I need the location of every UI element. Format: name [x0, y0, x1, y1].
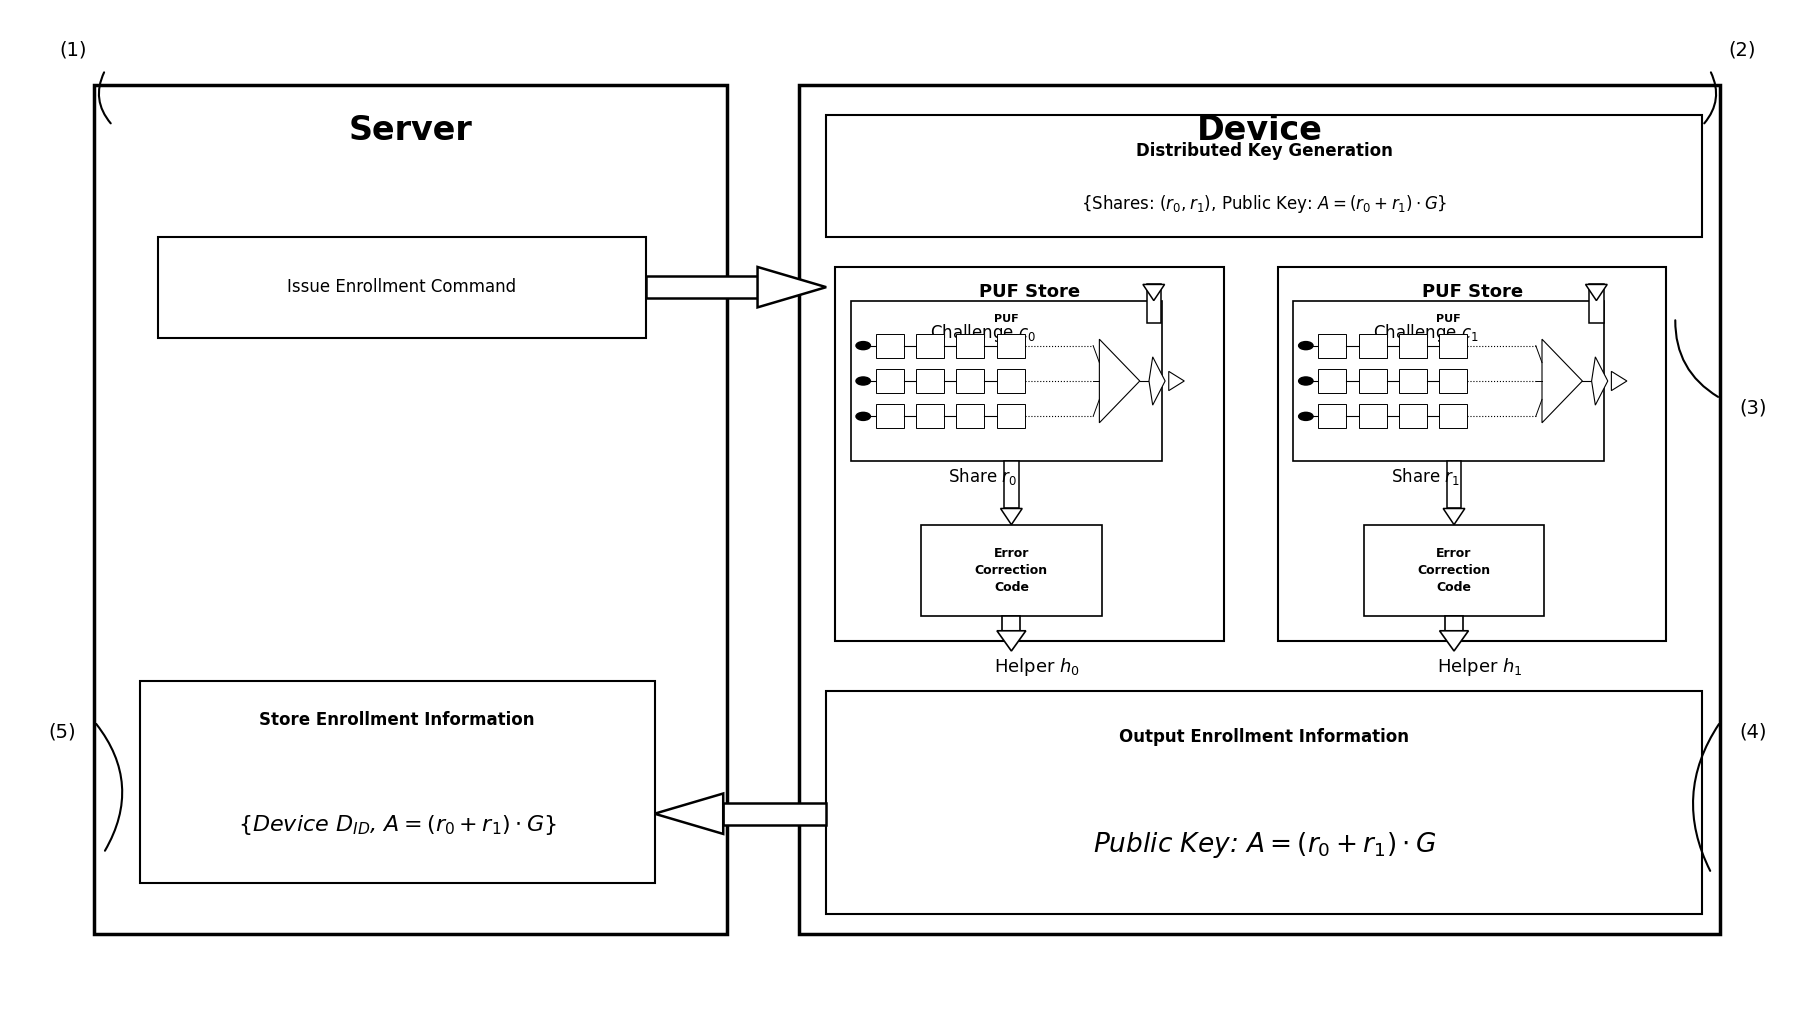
Polygon shape [1168, 371, 1183, 390]
Bar [1589, 284, 1604, 323]
Text: Error
Correction
Code: Error Correction Code [974, 546, 1047, 594]
Bar [1293, 301, 1604, 462]
Text: Public Key: $A=(r_0+r_1)\cdot G$: Public Key: $A=(r_0+r_1)\cdot G$ [1092, 830, 1435, 860]
Polygon shape [1143, 284, 1165, 301]
Bar [825, 115, 1702, 236]
Bar [1146, 284, 1161, 323]
Polygon shape [1585, 284, 1607, 301]
Bar [874, 405, 903, 428]
Bar [956, 405, 983, 428]
Bar [996, 405, 1025, 428]
Text: Challenge $c_1$: Challenge $c_1$ [1371, 322, 1478, 343]
Bar [851, 301, 1161, 462]
Text: $\{$Device $D_{ID}$, $A=(r_0+r_1)\cdot G\}$: $\{$Device $D_{ID}$, $A=(r_0+r_1)\cdot G… [238, 813, 557, 837]
Text: (3): (3) [1738, 398, 1765, 418]
Polygon shape [1542, 339, 1582, 423]
Bar [1439, 405, 1466, 428]
Bar [158, 236, 646, 337]
Bar [956, 369, 983, 393]
Text: Server: Server [348, 114, 472, 147]
Text: Device: Device [1195, 114, 1322, 147]
Bar [1317, 369, 1346, 393]
Text: Store Enrollment Information: Store Enrollment Information [259, 710, 535, 729]
Bar [834, 267, 1223, 641]
Polygon shape [1148, 357, 1165, 406]
Bar [1399, 333, 1426, 358]
Bar [1317, 333, 1346, 358]
Polygon shape [1611, 371, 1625, 390]
Bar [1001, 615, 1019, 631]
Text: Output Enrollment Information: Output Enrollment Information [1119, 728, 1408, 746]
Text: PUF: PUF [1435, 314, 1460, 324]
Text: (2): (2) [1727, 40, 1754, 59]
Bar [996, 369, 1025, 393]
Bar [1277, 267, 1665, 641]
Text: Issue Enrollment Command: Issue Enrollment Command [287, 278, 515, 297]
Text: (1): (1) [60, 40, 87, 59]
Bar [1003, 462, 1018, 508]
Bar [920, 525, 1101, 615]
Text: PUF Store: PUF Store [978, 283, 1079, 302]
Circle shape [1297, 413, 1312, 421]
Text: (4): (4) [1738, 722, 1765, 742]
Bar [798, 85, 1720, 934]
Text: Distributed Key Generation: Distributed Key Generation [1136, 142, 1391, 160]
Bar [1359, 333, 1386, 358]
Polygon shape [1099, 339, 1139, 423]
Circle shape [1297, 377, 1312, 385]
Polygon shape [1591, 357, 1607, 406]
Text: Helper $h_0$: Helper $h_0$ [994, 656, 1079, 679]
Bar [722, 803, 825, 824]
Text: Share $r_0$: Share $r_0$ [947, 466, 1018, 487]
Bar [996, 333, 1025, 358]
Bar [916, 333, 943, 358]
Bar [1399, 405, 1426, 428]
Bar [825, 692, 1702, 914]
Bar [140, 682, 655, 883]
Bar [1444, 615, 1462, 631]
Polygon shape [1000, 508, 1021, 525]
Bar [956, 333, 983, 358]
Text: Share $r_1$: Share $r_1$ [1390, 466, 1458, 487]
Bar [1317, 405, 1346, 428]
Bar [646, 276, 756, 299]
Circle shape [1297, 341, 1312, 350]
Text: $\{$Shares: $(r_0,r_1)$, Public Key: $A=(r_0+r_1)\cdot G\}$: $\{$Shares: $(r_0,r_1)$, Public Key: $A=… [1081, 194, 1448, 215]
Bar [874, 333, 903, 358]
Text: (5): (5) [49, 722, 76, 742]
Polygon shape [655, 794, 722, 834]
Polygon shape [756, 267, 825, 308]
Bar [916, 405, 943, 428]
Bar [916, 369, 943, 393]
Circle shape [856, 377, 871, 385]
Circle shape [856, 413, 871, 421]
Bar [1362, 525, 1544, 615]
Text: Helper $h_1$: Helper $h_1$ [1435, 656, 1522, 679]
Bar [874, 369, 903, 393]
Bar [1439, 333, 1466, 358]
Bar [1439, 369, 1466, 393]
Bar [94, 85, 726, 934]
Bar [1359, 369, 1386, 393]
Polygon shape [1442, 508, 1464, 525]
Bar [1446, 462, 1460, 508]
Polygon shape [1439, 631, 1468, 651]
Text: PUF: PUF [994, 314, 1018, 324]
Bar [1359, 405, 1386, 428]
Circle shape [856, 341, 871, 350]
Polygon shape [996, 631, 1025, 651]
Bar [1399, 369, 1426, 393]
Text: Challenge $c_0$: Challenge $c_0$ [929, 322, 1036, 343]
Text: Error
Correction
Code: Error Correction Code [1417, 546, 1489, 594]
Text: PUF Store: PUF Store [1420, 283, 1522, 302]
